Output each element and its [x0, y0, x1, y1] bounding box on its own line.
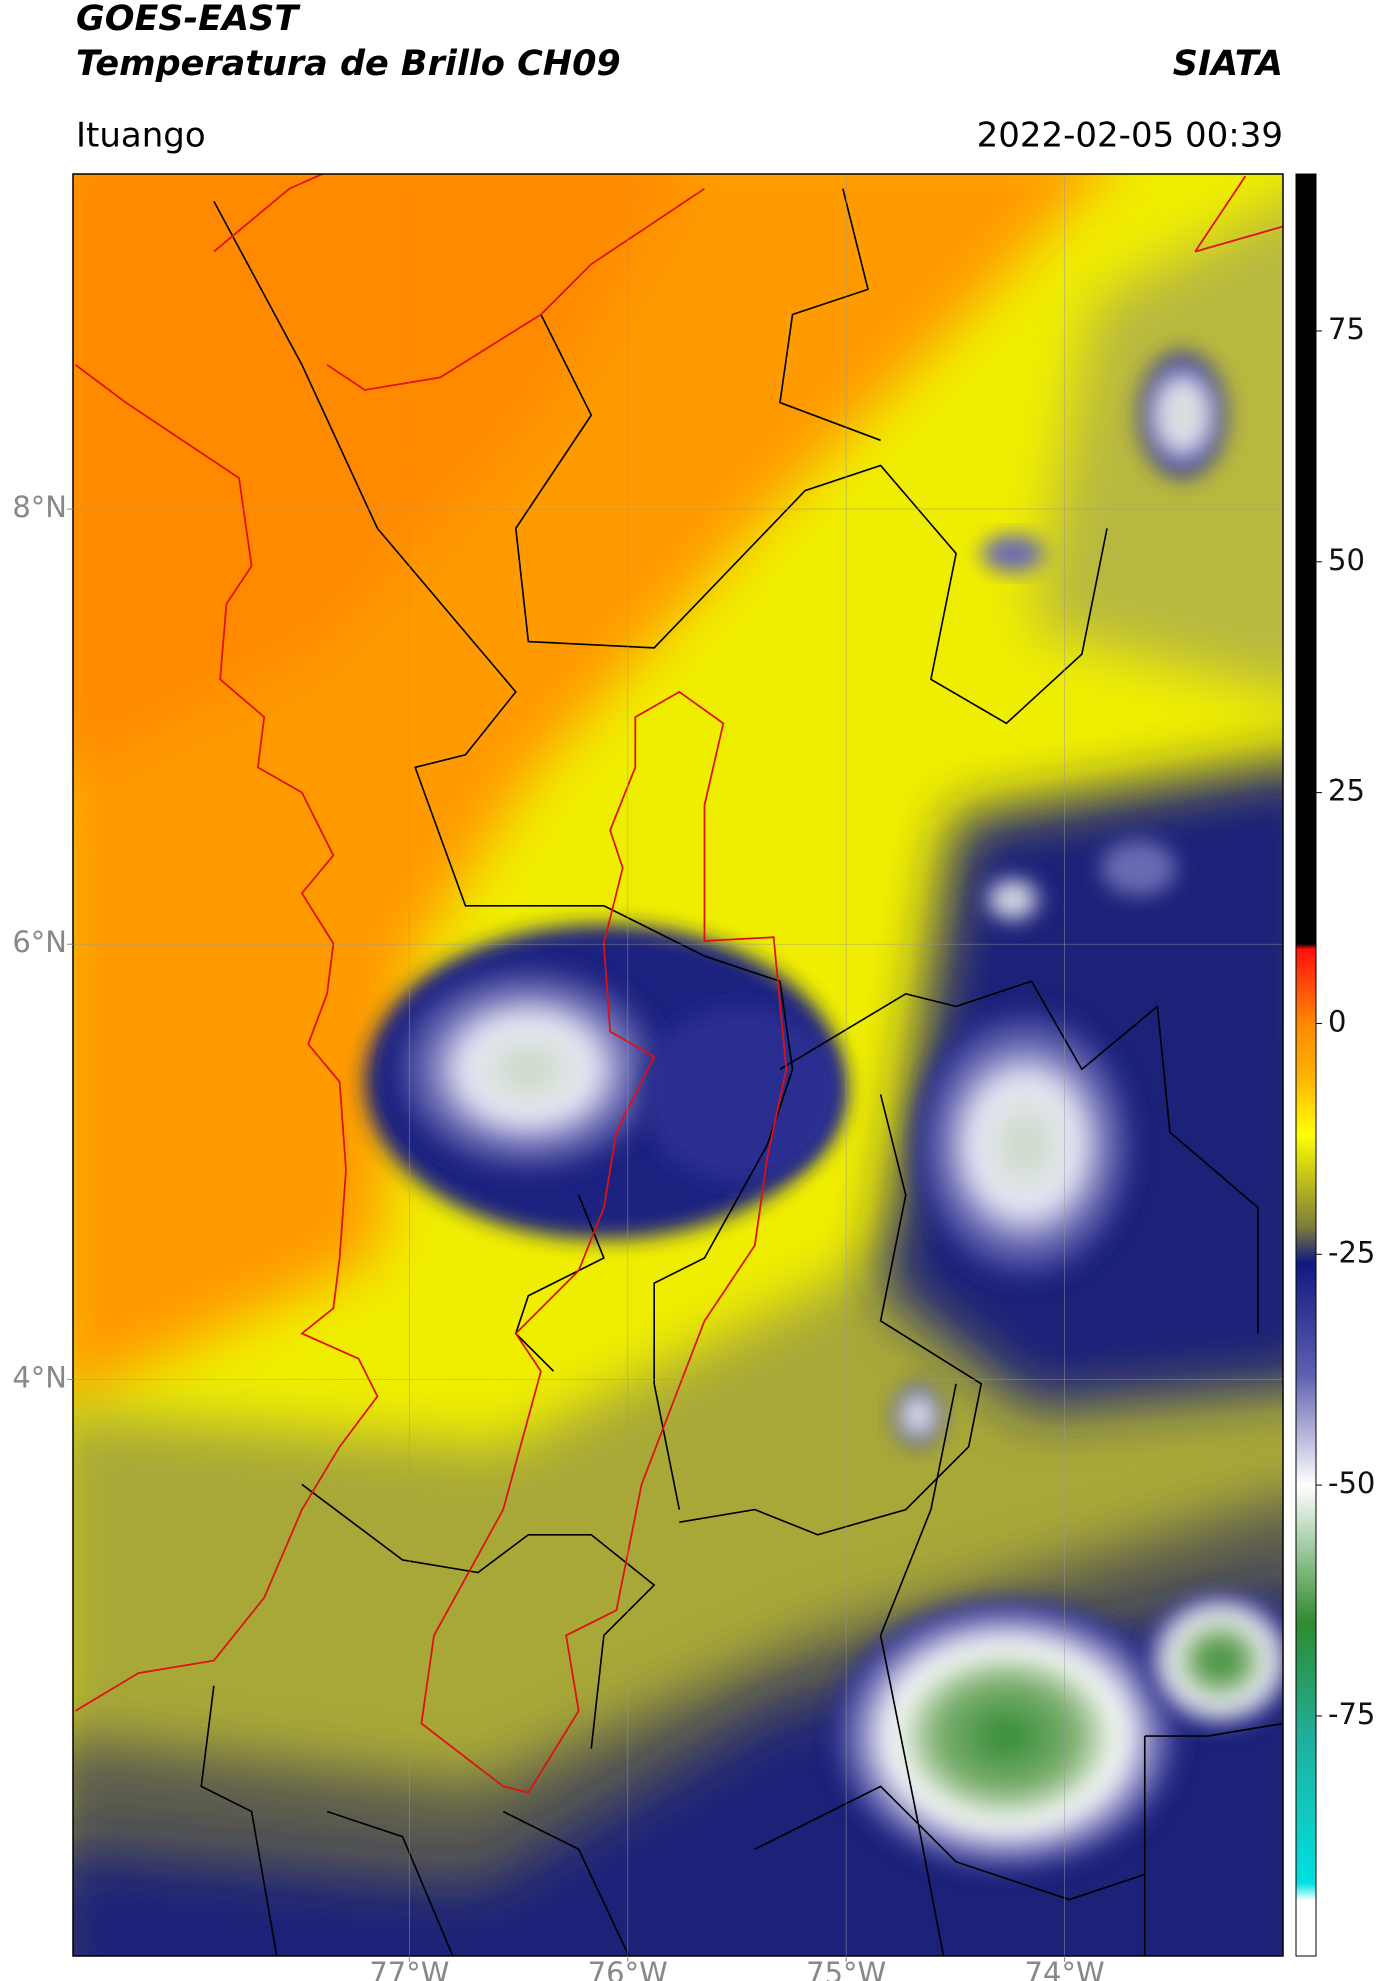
colorbar-label: 0 — [1328, 1004, 1346, 1038]
colorbar-label: -25 — [1328, 1235, 1375, 1269]
y-tick-label: 4°N — [12, 1360, 67, 1394]
colorbar — [1295, 173, 1317, 1957]
title: GOES-EAST — [76, 0, 301, 39]
x-tick-label: 74°W — [1025, 1956, 1105, 1981]
colorbar-label: -50 — [1328, 1466, 1375, 1500]
source: SIATA — [1173, 44, 1283, 84]
x-tick-label: 76°W — [588, 1956, 668, 1981]
colorbar-label: 50 — [1328, 543, 1365, 577]
colorbar-label: 25 — [1328, 774, 1365, 808]
graticule — [73, 174, 1283, 1956]
subtitle: Temperatura de Brillo CH09 — [76, 44, 621, 84]
map-frame — [72, 173, 1284, 1957]
region: Ituango — [76, 116, 206, 156]
timestamp: 2022-02-05 00:39 — [977, 116, 1283, 156]
colorbar-label: 75 — [1328, 312, 1365, 346]
x-tick-label: 75°W — [806, 1956, 886, 1981]
y-tick-label: 6°N — [12, 925, 67, 959]
y-tick-label: 8°N — [12, 490, 67, 524]
colorbar-label: -75 — [1328, 1697, 1375, 1731]
satellite-image — [73, 174, 1283, 1956]
x-tick-label: 77°W — [369, 1956, 449, 1981]
